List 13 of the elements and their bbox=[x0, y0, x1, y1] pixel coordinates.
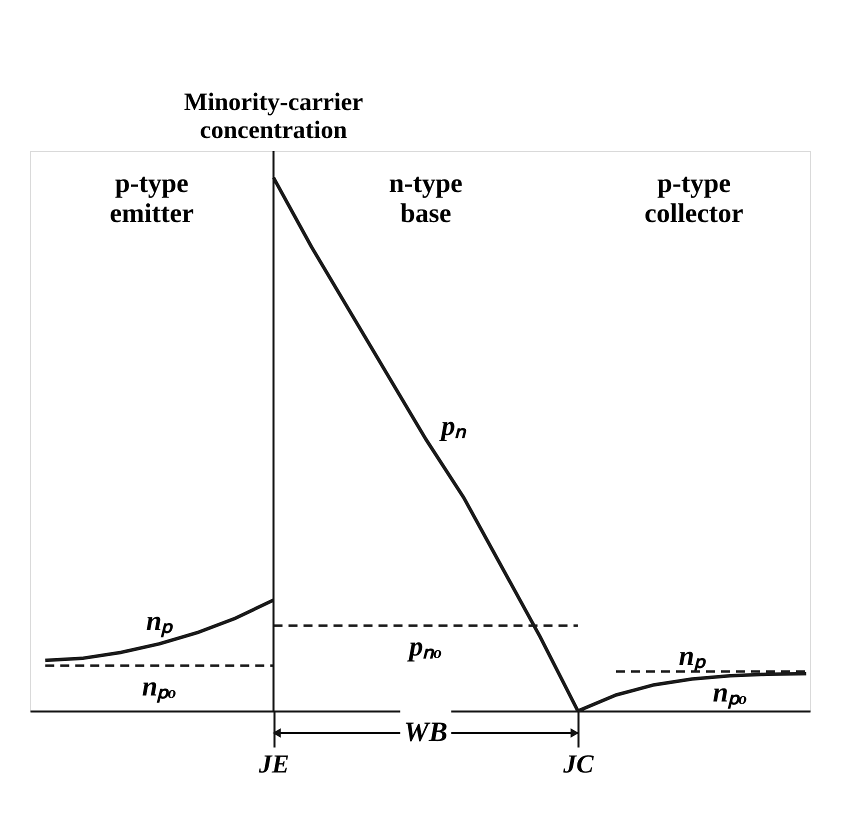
series-label: nₚₒ bbox=[712, 678, 748, 710]
x-tick-label: JE bbox=[258, 750, 290, 778]
series-label: pₙ bbox=[439, 411, 468, 442]
text: WB bbox=[404, 717, 448, 748]
series-label: nₚ bbox=[146, 606, 174, 638]
annotation: p-type emitter bbox=[110, 168, 194, 228]
y-axis-title: Minority-carrier concentration bbox=[184, 89, 364, 144]
annotation: p-type collector bbox=[644, 168, 744, 228]
series-label: nₚₒ bbox=[142, 672, 177, 704]
annotation: n-type base bbox=[388, 168, 462, 228]
series-label: pₙₒ bbox=[407, 632, 442, 663]
x-tick-label: JC bbox=[562, 750, 594, 778]
series-label: nₚ bbox=[678, 641, 706, 673]
